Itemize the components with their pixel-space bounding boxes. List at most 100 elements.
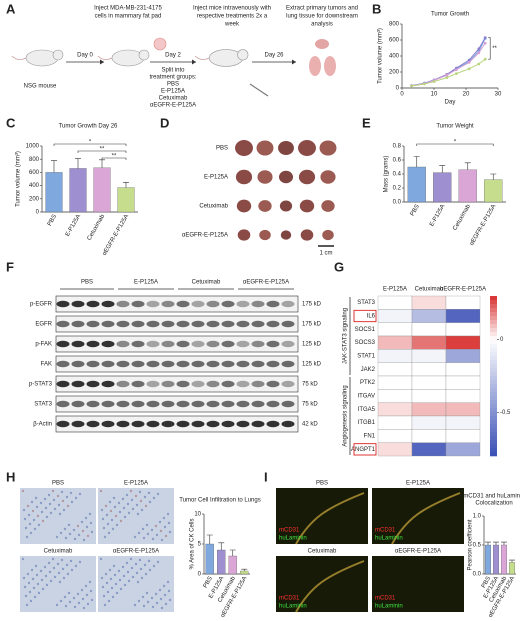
x-tick-label: 10 [431, 92, 438, 98]
stain-label: huLaminin [279, 604, 307, 610]
colorbar-segment [490, 372, 497, 377]
heatmap-cell [411, 349, 447, 363]
ihc-texture [21, 489, 25, 493]
heatmap-cell [377, 309, 413, 323]
day-label: Day 26 [264, 53, 284, 59]
blot-band [236, 300, 250, 308]
point [423, 82, 426, 86]
ihc-texture [58, 580, 62, 584]
blot-band [101, 420, 115, 428]
heatmap-cell [377, 429, 413, 443]
protein-label: p-FAK [35, 342, 52, 348]
blot-band [56, 380, 70, 388]
panel-letter: F [6, 259, 14, 274]
y-axis-label: Mass (grams) [384, 156, 390, 193]
point [445, 76, 449, 79]
point [467, 61, 471, 64]
group-name: αEGFR-E-P125A [150, 103, 196, 109]
ihc-texture [33, 527, 37, 531]
tumor-photo [319, 140, 337, 156]
significance-label: ** [112, 154, 117, 160]
ihc-texture [89, 589, 93, 593]
panel-letter: H [6, 469, 15, 484]
ihc-texture [156, 492, 160, 496]
blot-band [116, 360, 130, 368]
blot-band [176, 380, 190, 388]
y-axis-label: % Area of CK Cells [190, 518, 196, 569]
heatmap-cell [377, 415, 413, 430]
ihc-texture [85, 593, 89, 597]
blot-band [251, 300, 265, 308]
ihc-texture [69, 491, 73, 495]
blot-band [221, 420, 235, 428]
group-label: JAK-STAT3 signaling [343, 308, 349, 364]
arrow-head [192, 59, 196, 65]
ihc-texture [86, 534, 90, 538]
blot-band [236, 380, 250, 388]
ihc-texture [53, 575, 57, 579]
blot-band [251, 360, 265, 368]
colorbar-segment [490, 340, 497, 345]
error-bar [501, 541, 507, 545]
colorbar-segment [490, 324, 497, 329]
y-tick-label: 400 [389, 54, 400, 60]
ihc-texture [163, 593, 167, 597]
significance-label: * [89, 140, 92, 146]
bar [501, 544, 507, 575]
blot-band [251, 400, 265, 408]
y-tick-label: 0 [198, 572, 202, 578]
ihc-texture [102, 594, 106, 598]
ihc-image [20, 488, 96, 544]
ihc-texture [127, 511, 131, 515]
ihc-texture [102, 526, 106, 530]
row-label: PTK2 [360, 380, 376, 386]
ihc-texture [52, 498, 56, 502]
mouse-icon [52, 49, 64, 61]
significance-label: ** [492, 46, 497, 52]
image-label: αEGFR-E-P125A [395, 549, 441, 555]
colorbar-segment [490, 360, 497, 365]
ihc-texture [100, 508, 104, 512]
ihc-texture [62, 508, 66, 512]
blot-band [86, 400, 100, 408]
ihc-texture [107, 599, 111, 603]
ihc-texture [67, 591, 71, 595]
lung-icon [309, 56, 321, 76]
colorbar-segment [490, 300, 497, 305]
blot-band [161, 380, 175, 388]
ihc-texture [64, 604, 68, 608]
ihc-texture [159, 597, 163, 601]
error-bar [218, 542, 225, 550]
ihc-texture [33, 595, 37, 599]
ihc-texture [81, 597, 85, 601]
ihc-texture [76, 592, 80, 596]
blot-band [266, 320, 280, 328]
ihc-texture [138, 490, 142, 494]
heatmap-cell [377, 442, 413, 457]
error-bar [51, 160, 57, 173]
cells-icon [153, 37, 167, 51]
ihc-texture [63, 527, 67, 531]
blot-band [236, 360, 250, 368]
ihc-texture [77, 601, 81, 605]
blot-band [236, 400, 250, 408]
ihc-texture [148, 500, 152, 504]
significance-bracket [488, 37, 491, 60]
tumor-photo [259, 229, 271, 241]
blot-band [161, 320, 175, 328]
point [477, 47, 481, 51]
x-tick-label: PBS [481, 576, 492, 589]
ihc-texture [23, 517, 27, 521]
blot-band [86, 340, 100, 348]
ihc-texture [44, 574, 48, 578]
heatmap-cell [411, 389, 447, 403]
ihc-texture [162, 584, 166, 588]
tumor-photo [257, 170, 273, 184]
ihc-texture [146, 532, 150, 536]
y-tick-label: 200 [29, 196, 40, 202]
ihc-texture [117, 569, 121, 573]
column-label: αEGFR-E-P125A [440, 287, 486, 293]
ihc-texture [107, 531, 111, 535]
ihc-texture [137, 599, 141, 603]
